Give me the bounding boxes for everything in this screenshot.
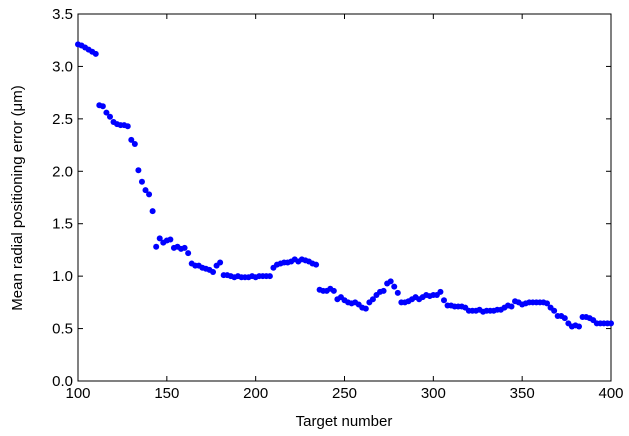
point (210, 268, 217, 275)
y-tick-label: 2.5 (52, 111, 73, 128)
point (551, 307, 558, 314)
point (149, 208, 156, 215)
y-tick-label: 1.5 (52, 216, 73, 233)
point (156, 235, 163, 242)
point (266, 273, 273, 280)
point (146, 191, 153, 198)
point (181, 244, 188, 251)
y-tick-label: 3.5 (52, 6, 73, 23)
point (608, 320, 614, 327)
point (185, 250, 192, 257)
point (576, 323, 583, 330)
point (437, 288, 444, 295)
plot-frame (77, 13, 612, 382)
y-tick-label: 2.0 (52, 163, 73, 180)
point (508, 303, 515, 310)
x-tick-label: 350 (510, 385, 535, 402)
point (362, 305, 369, 312)
y-axis-label: Mean radial positioning error (μm) (9, 85, 26, 310)
point (380, 287, 387, 294)
point (391, 283, 398, 290)
point (561, 315, 568, 322)
x-tick-label: 100 (65, 385, 90, 402)
x-tick-label: 400 (598, 385, 623, 402)
point (153, 243, 160, 250)
point (313, 261, 320, 268)
point (124, 123, 131, 130)
point (369, 296, 376, 303)
point (394, 289, 401, 296)
point (99, 103, 106, 110)
point (128, 136, 135, 143)
point (440, 297, 447, 304)
point (167, 236, 174, 243)
x-tick-label: 250 (332, 385, 357, 402)
point (106, 113, 113, 120)
point (138, 178, 145, 185)
point (330, 287, 337, 294)
x-tick-label: 150 (154, 385, 179, 402)
point (92, 50, 99, 57)
point (387, 278, 394, 285)
point (103, 109, 110, 116)
y-tick-label: 3.0 (52, 58, 73, 75)
y-tick-label: 0.0 (52, 373, 73, 390)
x-axis-label: Target number (296, 413, 393, 430)
x-tick-label: 200 (243, 385, 268, 402)
y-tick-label: 1.0 (52, 268, 73, 285)
point (142, 187, 149, 194)
point (131, 141, 138, 148)
x-tick-label: 300 (421, 385, 446, 402)
point (135, 167, 142, 174)
y-tick-label: 0.5 (52, 321, 73, 338)
point (544, 300, 551, 307)
point (217, 259, 224, 266)
